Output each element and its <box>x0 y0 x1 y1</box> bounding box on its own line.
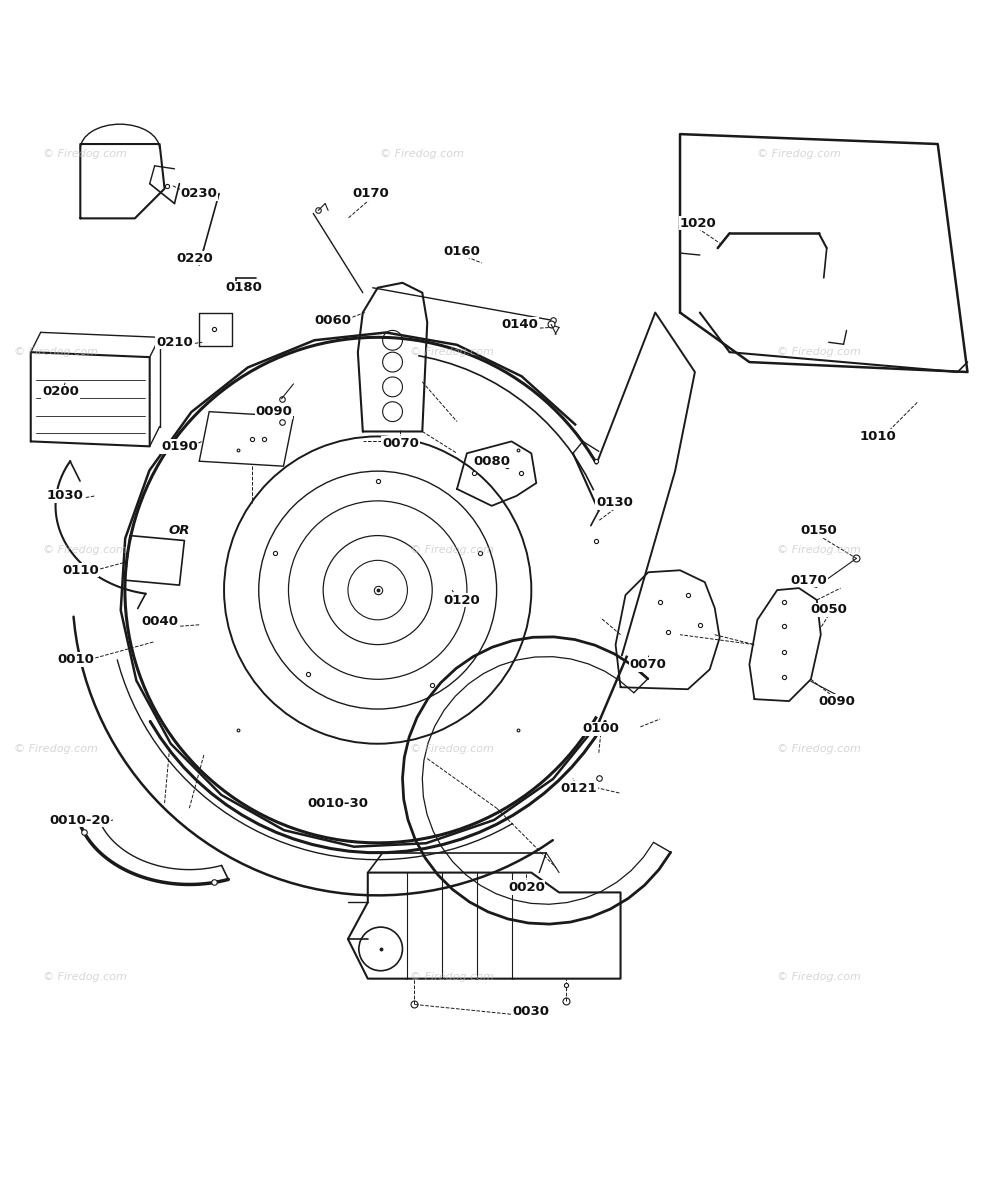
Text: 0230: 0230 <box>181 187 218 200</box>
Text: 0080: 0080 <box>473 455 510 468</box>
Text: 0150: 0150 <box>800 524 837 538</box>
Text: 0190: 0190 <box>161 440 198 452</box>
Text: 0010-30: 0010-30 <box>308 797 369 810</box>
Text: © Firedog.com: © Firedog.com <box>777 744 861 754</box>
Text: 0200: 0200 <box>42 385 79 398</box>
Text: © Firedog.com: © Firedog.com <box>410 347 494 358</box>
Text: 0010-20: 0010-20 <box>50 814 111 827</box>
Text: 0121: 0121 <box>561 782 597 794</box>
Text: © Firedog.com: © Firedog.com <box>14 347 97 358</box>
Text: 0160: 0160 <box>444 245 480 258</box>
Text: © Firedog.com: © Firedog.com <box>777 546 861 556</box>
Text: 0070: 0070 <box>630 658 667 671</box>
Text: 0100: 0100 <box>582 722 619 736</box>
Text: 0070: 0070 <box>382 437 419 450</box>
Text: © Firedog.com: © Firedog.com <box>380 149 464 158</box>
Text: 0220: 0220 <box>176 252 213 264</box>
Text: © Firedog.com: © Firedog.com <box>410 972 494 982</box>
Text: 0120: 0120 <box>444 594 480 606</box>
Text: OR: OR <box>169 524 190 538</box>
Text: 0180: 0180 <box>225 281 262 294</box>
Text: © Firedog.com: © Firedog.com <box>14 744 97 754</box>
Text: OR: OR <box>167 523 192 538</box>
Text: © Firedog.com: © Firedog.com <box>757 149 841 158</box>
Text: 0130: 0130 <box>596 497 633 509</box>
Text: 0170: 0170 <box>352 187 389 200</box>
Text: 0030: 0030 <box>513 1004 550 1018</box>
Text: 0110: 0110 <box>62 564 99 577</box>
Text: © Firedog.com: © Firedog.com <box>43 149 127 158</box>
Text: 1020: 1020 <box>679 217 716 230</box>
Text: © Firedog.com: © Firedog.com <box>410 546 494 556</box>
Text: © Firedog.com: © Firedog.com <box>777 347 861 358</box>
Text: 0010: 0010 <box>57 653 94 666</box>
Text: © Firedog.com: © Firedog.com <box>43 972 127 982</box>
Text: 0140: 0140 <box>501 318 538 331</box>
Text: 1030: 1030 <box>47 490 84 503</box>
Text: © Firedog.com: © Firedog.com <box>410 744 494 754</box>
Text: 0090: 0090 <box>818 695 855 708</box>
Text: 0020: 0020 <box>508 881 545 894</box>
Text: © Firedog.com: © Firedog.com <box>777 972 861 982</box>
Text: 1010: 1010 <box>860 430 897 443</box>
Text: 0210: 0210 <box>156 336 193 349</box>
Text: 0040: 0040 <box>141 616 178 629</box>
Text: 0050: 0050 <box>810 604 847 617</box>
Text: © Firedog.com: © Firedog.com <box>43 546 127 556</box>
Text: 0170: 0170 <box>791 574 827 587</box>
Text: 0090: 0090 <box>255 406 292 418</box>
Text: 0060: 0060 <box>315 314 352 326</box>
